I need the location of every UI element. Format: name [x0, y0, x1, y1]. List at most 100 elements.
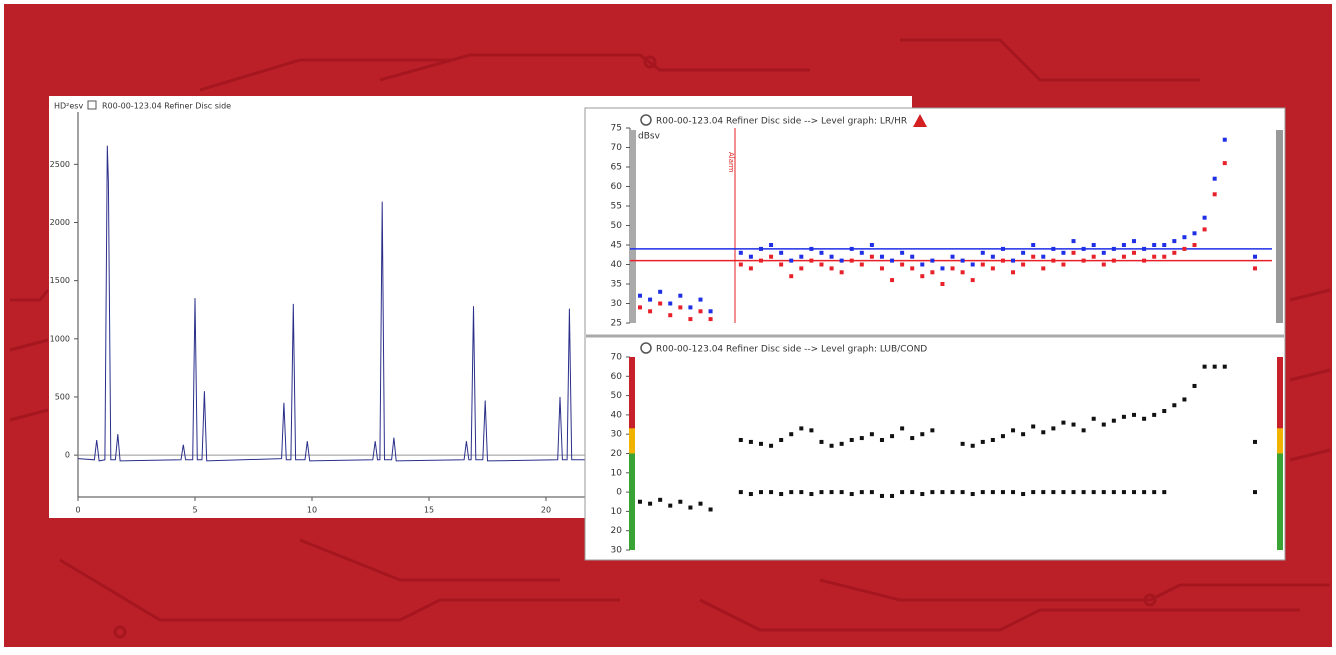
data-point [748, 492, 753, 497]
data-point [648, 297, 653, 302]
level-panel [584, 107, 1286, 561]
data-point [829, 254, 834, 259]
threshold-band [629, 428, 635, 454]
data-point [970, 443, 975, 448]
data-point [1091, 490, 1096, 495]
data-point [869, 254, 874, 259]
data-point [940, 282, 945, 286]
data-point [1031, 243, 1036, 247]
data-point [879, 437, 884, 442]
data-point [920, 432, 925, 437]
data-point [879, 254, 884, 259]
data-point [1162, 243, 1167, 247]
data-point [940, 490, 945, 495]
data-point [1192, 231, 1197, 236]
data-point [799, 254, 804, 259]
data-point [1162, 254, 1167, 259]
data-point [1091, 416, 1096, 421]
data-point [1071, 239, 1076, 244]
data-point [1000, 434, 1005, 439]
data-point [668, 301, 673, 306]
data-point [809, 428, 814, 433]
data-point [910, 254, 915, 259]
data-point [638, 499, 642, 504]
chart-title: R00-00-123.04 Refiner Disc side --> Leve… [656, 117, 907, 127]
data-point [1031, 254, 1036, 259]
data-point [1081, 428, 1086, 433]
data-point [960, 441, 965, 446]
data-point [819, 439, 824, 444]
data-point [1132, 239, 1137, 244]
data-point [1172, 250, 1177, 255]
data-point [1041, 490, 1046, 495]
y-tick-label: 70 [611, 353, 623, 363]
data-point [890, 258, 895, 263]
data-point [990, 490, 995, 495]
y-tick-label: 50 [611, 221, 623, 231]
data-point [990, 266, 995, 271]
data-point [1202, 215, 1207, 220]
chart-title: R00-00-123.04 Refiner Disc side [102, 102, 231, 111]
y-tick-label: 40 [611, 410, 623, 420]
data-point [890, 434, 895, 439]
y-axis-label: dBsv [638, 132, 661, 142]
data-point [1142, 246, 1147, 251]
warning-icon [913, 114, 927, 127]
y-tick-label: 10 [611, 468, 623, 478]
data-point [1061, 420, 1066, 425]
data-point [879, 266, 884, 271]
data-point [849, 492, 854, 497]
data-point [950, 490, 955, 495]
scroll-bar [1276, 130, 1283, 323]
data-point [1202, 227, 1207, 232]
data-point [960, 270, 965, 275]
data-point [1152, 254, 1157, 259]
data-point [809, 258, 814, 263]
data-point [758, 441, 763, 446]
data-point [829, 443, 834, 448]
data-point [1031, 490, 1036, 495]
data-point [1091, 254, 1096, 259]
data-point [658, 301, 663, 306]
data-point [859, 262, 864, 267]
data-point [1202, 364, 1207, 369]
data-point [940, 266, 945, 271]
data-point [839, 490, 844, 495]
data-point [1192, 243, 1197, 247]
data-point [779, 492, 784, 497]
data-point [1142, 416, 1147, 421]
data-point [1111, 246, 1116, 251]
x-tick-label: 0 [75, 506, 80, 515]
y-tick-label: 30 [611, 299, 623, 309]
data-point [1061, 250, 1066, 255]
y-tick-label: 30 [611, 546, 623, 556]
alarm-label: Alarm [727, 152, 735, 173]
data-point [738, 262, 743, 267]
data-point [1111, 490, 1116, 495]
data-point [1000, 490, 1005, 495]
data-point [1081, 490, 1086, 495]
data-point [1061, 490, 1066, 495]
data-point [1222, 364, 1227, 369]
data-point [1253, 439, 1257, 444]
data-point [1212, 364, 1217, 369]
data-point [1071, 422, 1076, 427]
data-point [1051, 426, 1056, 431]
data-point [708, 317, 713, 322]
data-point [890, 278, 895, 283]
data-point [1041, 430, 1046, 435]
data-point [1152, 243, 1157, 247]
data-point [1011, 270, 1016, 275]
data-point [900, 426, 905, 431]
data-point [1162, 490, 1167, 495]
data-point [900, 262, 905, 267]
data-point [779, 262, 784, 267]
data-point [1031, 424, 1036, 429]
data-point [1021, 250, 1026, 255]
data-point [1091, 243, 1096, 247]
y-tick-label: 1500 [50, 276, 70, 285]
data-point [738, 490, 743, 495]
y-tick-label: 60 [611, 182, 623, 192]
data-point [1071, 250, 1076, 255]
